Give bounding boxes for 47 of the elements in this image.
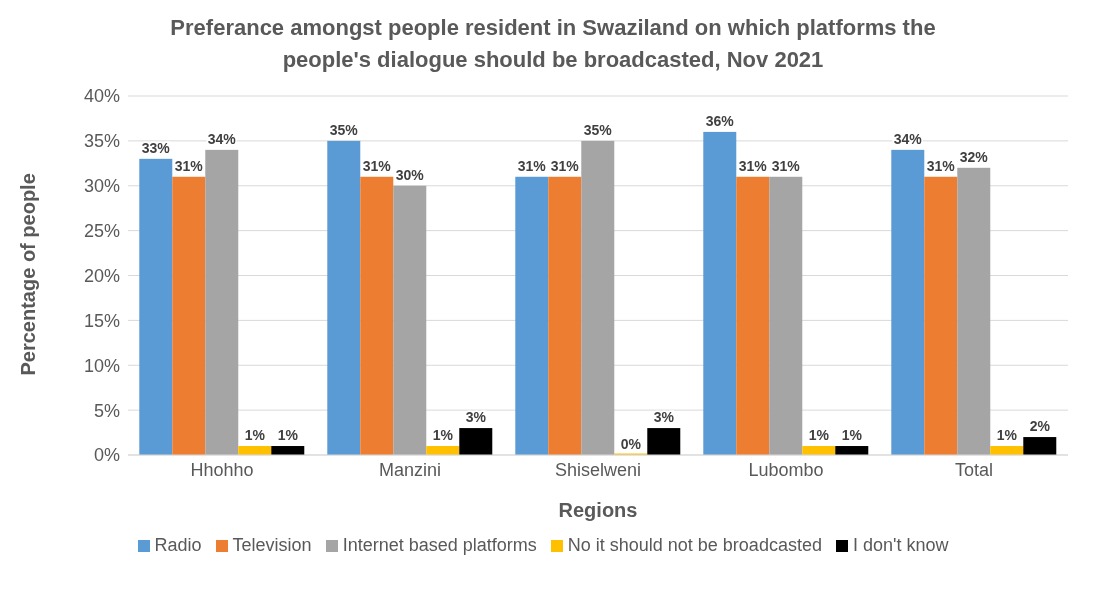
y-tick-label: 40% — [83, 86, 120, 107]
legend-label: I don't know — [852, 535, 949, 556]
data-label: 3% — [653, 409, 675, 426]
legend-label: Television — [232, 535, 312, 556]
data-label: 1% — [244, 427, 266, 444]
data-label: 1% — [841, 427, 863, 444]
legend-label: No it should not be broadcasted — [567, 535, 822, 556]
data-label: 31% — [738, 157, 768, 174]
data-label: 2% — [1029, 418, 1051, 435]
x-tick-label: Hhohho — [190, 459, 254, 480]
y-tick-label: 15% — [83, 310, 120, 331]
data-label: 3% — [465, 409, 487, 426]
y-tick-label: 35% — [83, 131, 120, 152]
x-tick-label: Manzini — [378, 459, 442, 480]
data-label: 31% — [362, 157, 392, 174]
data-label: 31% — [771, 157, 801, 174]
data-label: 36% — [705, 112, 735, 129]
data-label: 32% — [959, 148, 989, 165]
y-tick-label: 5% — [93, 400, 120, 421]
x-tick-label: Lubombo — [748, 459, 824, 480]
data-label: 0% — [620, 436, 642, 452]
data-label: 31% — [926, 157, 956, 174]
data-label: 31% — [174, 157, 204, 174]
y-tick-label: 25% — [83, 221, 120, 242]
data-label: 31% — [517, 157, 547, 174]
y-axis-title: Percentage of people — [17, 173, 40, 376]
x-tick-label: Shiselweni — [554, 459, 642, 480]
y-tick-label: 20% — [83, 265, 120, 286]
data-label: 30% — [395, 166, 425, 183]
y-tick-label: 10% — [83, 355, 120, 376]
data-label: 34% — [893, 130, 923, 147]
data-label: 1% — [996, 427, 1018, 444]
data-label: 31% — [550, 157, 580, 174]
x-axis-title: Regions — [558, 499, 638, 521]
legend-label: Radio — [154, 535, 202, 556]
data-label: 35% — [329, 121, 359, 138]
data-label: 1% — [808, 427, 830, 444]
legend-label: Internet based platforms — [342, 535, 537, 556]
y-tick-label: 30% — [83, 176, 120, 197]
chart-title: Preferance amongst people resident in Swaziland on which platforms the people's dialogue should be broadcasted, Nov 2021 — [169, 14, 937, 74]
y-tick-label: 0% — [93, 445, 120, 466]
data-label: 1% — [277, 427, 299, 444]
data-label: 33% — [141, 139, 171, 156]
x-tick-label: Total — [954, 459, 994, 480]
data-label: 34% — [207, 130, 237, 147]
data-label: 1% — [432, 427, 454, 444]
data-label: 35% — [583, 121, 613, 138]
